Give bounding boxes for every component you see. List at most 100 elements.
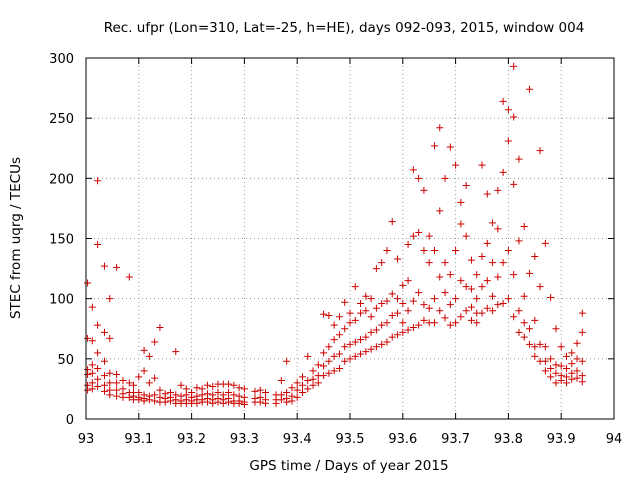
data-point [531, 343, 539, 351]
data-point [262, 389, 270, 397]
data-point [251, 387, 259, 395]
data-point [467, 303, 475, 311]
data-point [415, 321, 423, 329]
data-point [409, 232, 417, 240]
y-tick-label: 300 [49, 52, 74, 67]
data-point [372, 265, 380, 273]
data-point [367, 345, 375, 353]
x-tick-label: 93.8 [494, 432, 523, 447]
data-point [203, 398, 211, 406]
data-point [483, 239, 491, 247]
data-point [578, 372, 586, 380]
data-point [177, 381, 185, 389]
x-tick-label: 93 [78, 432, 95, 447]
data-point [404, 326, 412, 334]
data-point [113, 370, 121, 378]
data-point [88, 361, 96, 369]
data-point [478, 253, 486, 261]
data-point [489, 292, 497, 300]
data-point [441, 259, 449, 267]
data-point [346, 319, 354, 327]
data-point [404, 241, 412, 249]
data-point [135, 373, 143, 381]
data-point [489, 259, 497, 267]
data-point [494, 225, 502, 233]
data-point [425, 232, 433, 240]
data-point [372, 304, 380, 312]
data-point [335, 313, 343, 321]
data-point [547, 355, 555, 363]
data-point [335, 350, 343, 358]
data-point [219, 399, 227, 407]
data-point [151, 338, 159, 346]
data-point [378, 299, 386, 307]
data-point [504, 106, 512, 114]
data-point [441, 314, 449, 322]
data-point [140, 367, 148, 375]
data-point [547, 373, 555, 381]
data-point [293, 379, 301, 387]
data-point [383, 319, 391, 327]
data-point [367, 328, 375, 336]
data-point [446, 321, 454, 329]
data-point [277, 376, 285, 384]
data-point [320, 310, 328, 318]
data-point [520, 333, 528, 341]
data-point [94, 349, 102, 357]
data-point [436, 124, 444, 132]
data-point [100, 381, 108, 389]
data-point [378, 259, 386, 267]
data-point [277, 396, 285, 404]
x-ticks: 93 93.1 93.2 93.3 93.4 93.5 93.6 93.7 93.8 93.9 94 [78, 58, 622, 447]
data-point [415, 174, 423, 182]
data-point [94, 177, 102, 185]
data-point [515, 328, 523, 336]
data-point [320, 372, 328, 380]
data-point [341, 298, 349, 306]
data-point [304, 376, 312, 384]
data-point [457, 277, 465, 285]
data-point [568, 360, 576, 368]
y-tick-label: 0 [66, 413, 74, 428]
data-point [388, 290, 396, 298]
data-point [436, 207, 444, 215]
data-point [531, 253, 539, 261]
data-point [452, 247, 460, 255]
data-point [489, 307, 497, 315]
data-point [504, 137, 512, 145]
data-point [335, 364, 343, 372]
data-point [499, 168, 507, 176]
data-point [341, 325, 349, 333]
x-tick-label: 93.9 [547, 432, 576, 447]
data-point [541, 239, 549, 247]
data-point [325, 357, 333, 365]
data-point [510, 313, 518, 321]
data-point [125, 393, 133, 401]
data-point [298, 389, 306, 397]
data-point [372, 326, 380, 334]
data-point [88, 379, 96, 387]
data-point [562, 364, 570, 372]
data-point [473, 295, 481, 303]
data-point [230, 391, 238, 399]
data-point [341, 357, 349, 365]
data-point [100, 387, 108, 395]
data-point [357, 336, 365, 344]
data-point [552, 361, 560, 369]
data-point [288, 384, 296, 392]
data-point [510, 62, 518, 70]
data-point [372, 343, 380, 351]
data-point [531, 316, 539, 324]
data-point [256, 386, 264, 394]
data-point [362, 292, 370, 300]
data-point [283, 389, 291, 397]
data-point [346, 309, 354, 317]
x-tick-label: 93.6 [388, 432, 417, 447]
data-point [452, 295, 460, 303]
data-point [214, 389, 222, 397]
data-point [151, 397, 159, 405]
x-tick-label: 93.4 [283, 432, 312, 447]
data-point [88, 337, 96, 345]
data-point [198, 385, 206, 393]
